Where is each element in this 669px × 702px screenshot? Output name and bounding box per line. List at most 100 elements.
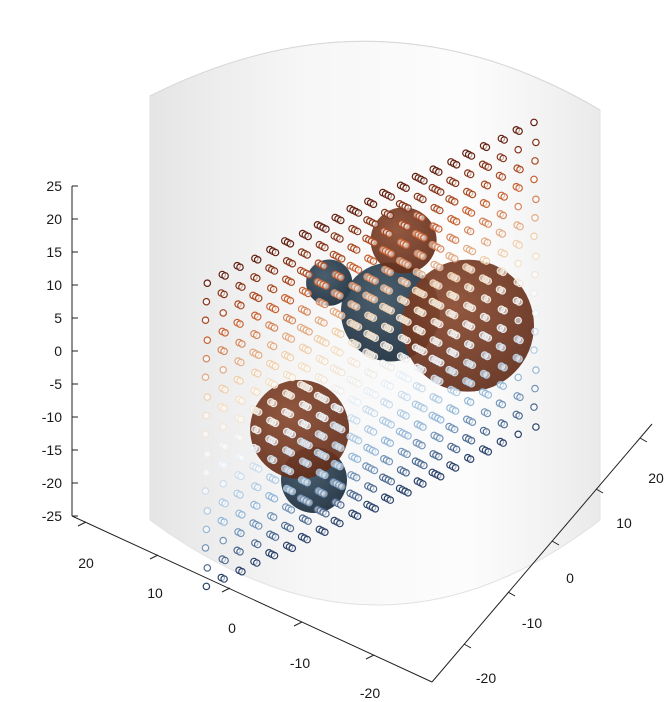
sensor-point-885 (516, 299, 522, 305)
sensor-point-376 (287, 298, 293, 304)
sensor-point-90 (204, 280, 210, 286)
sensor-point-742 (355, 267, 361, 273)
sensor-point-928 (453, 332, 459, 338)
sensor-point-185 (237, 435, 243, 441)
sensor-point-850 (483, 429, 489, 435)
sensor-point-841 (372, 449, 378, 455)
sensor-point-862 (437, 207, 443, 213)
sensor-point-743 (403, 242, 409, 248)
sensor-point-367 (271, 268, 277, 274)
sensor-point-771 (371, 410, 377, 416)
sensor-point-768 (387, 383, 393, 389)
sensor-point-904 (405, 490, 411, 496)
sensor-point-837 (388, 422, 394, 428)
sensor-point-925 (533, 253, 539, 259)
sensor-point-610 (338, 331, 344, 337)
sensor-point-826 (388, 365, 394, 371)
sensor-point-619 (354, 361, 360, 367)
sensor-point-765 (403, 356, 409, 362)
sensor-point-849 (436, 454, 442, 460)
sensor-point-779 (387, 440, 393, 446)
sensor-point-764 (355, 381, 361, 387)
sensor-point-787 (403, 470, 409, 476)
sensor-point-156 (221, 291, 227, 297)
y-tick-label: 0 (566, 570, 574, 586)
sensor-point-332 (239, 455, 245, 461)
sensor-point-800 (515, 147, 521, 153)
sensor-point-11 (202, 374, 208, 380)
sensor-point-776 (403, 413, 409, 419)
sensor-point-859 (405, 205, 411, 211)
sensor-point-801 (404, 223, 410, 229)
sensor-point-263 (238, 473, 244, 479)
sensor-point-809 (420, 253, 426, 259)
sensor-point-562 (305, 461, 311, 467)
sensor-point-130 (220, 481, 226, 487)
sensor-point-772 (419, 385, 425, 391)
sensor-point-918 (533, 196, 539, 202)
sensor-point-815 (388, 308, 394, 314)
sensor-point-834 (404, 394, 410, 400)
sensor-point-671 (370, 258, 376, 264)
sensor-point-941 (517, 394, 523, 400)
sensor-point-943 (501, 421, 507, 427)
sensor-point-42 (203, 299, 209, 305)
z-tick-label: 0 (54, 343, 62, 359)
sensor-point-923 (438, 303, 444, 309)
sensor-point-259 (254, 446, 260, 452)
y-tick-label: 10 (616, 515, 632, 531)
y-tick-label: -10 (522, 615, 542, 631)
sensor-point-944 (438, 474, 444, 480)
sensor-point-757 (387, 326, 393, 332)
sensor-point-863 (484, 183, 490, 189)
sensor-point-877 (405, 319, 411, 325)
sensor-point-627 (322, 415, 328, 421)
sensor-point-818 (531, 233, 537, 239)
sensor-point-471 (288, 393, 294, 399)
sensor-point-549 (305, 404, 311, 410)
sensor-point-475 (272, 420, 278, 426)
sensor-point-276 (238, 530, 244, 536)
sensor-point-897 (500, 383, 506, 389)
sensor-point-640 (322, 472, 328, 478)
sensor-point-597 (338, 274, 344, 280)
sensor-point-939 (533, 367, 539, 373)
y-tick-mark (464, 644, 471, 648)
sensor-point-847 (499, 401, 505, 407)
sensor-point-880 (437, 321, 443, 327)
sensor-point-528 (337, 293, 343, 299)
sensor-point-419 (271, 496, 277, 502)
sensor-point-870 (500, 212, 506, 218)
sensor-point-908 (501, 137, 507, 143)
sensor-point-856 (421, 178, 427, 184)
sensor-point-840 (531, 347, 537, 353)
sensor-point-868 (405, 262, 411, 268)
sensor-point-134 (204, 508, 210, 514)
sensor-point-865 (421, 235, 427, 241)
sensor-point-510 (305, 233, 311, 239)
sensor-point-167 (221, 348, 227, 354)
sensor-point-196 (237, 492, 243, 498)
sensor-point-723 (370, 486, 376, 492)
sensor-point-853 (420, 481, 426, 487)
sensor-point-875 (468, 267, 474, 273)
sensor-point-798 (420, 196, 426, 202)
sensor-point-871 (437, 264, 443, 270)
sensor-point-793 (388, 194, 394, 200)
sensor-point-428 (287, 525, 293, 531)
sensor-point-267 (222, 500, 228, 506)
z-tick-label: -20 (42, 475, 62, 491)
z-tick-label: 15 (46, 244, 62, 260)
sensor-point-558 (321, 434, 327, 440)
sensor-point-60 (203, 412, 209, 418)
sensor-point-914 (453, 219, 459, 225)
sensor-point-514 (289, 261, 295, 267)
sensor-point-884 (468, 324, 474, 330)
sensor-point-817 (483, 258, 489, 264)
sensor-point-795 (483, 144, 489, 150)
sensor-point-940 (469, 419, 475, 425)
sensor-point-924 (485, 278, 491, 284)
sensor-point-855 (515, 431, 521, 437)
sensor-point-861 (500, 155, 506, 161)
